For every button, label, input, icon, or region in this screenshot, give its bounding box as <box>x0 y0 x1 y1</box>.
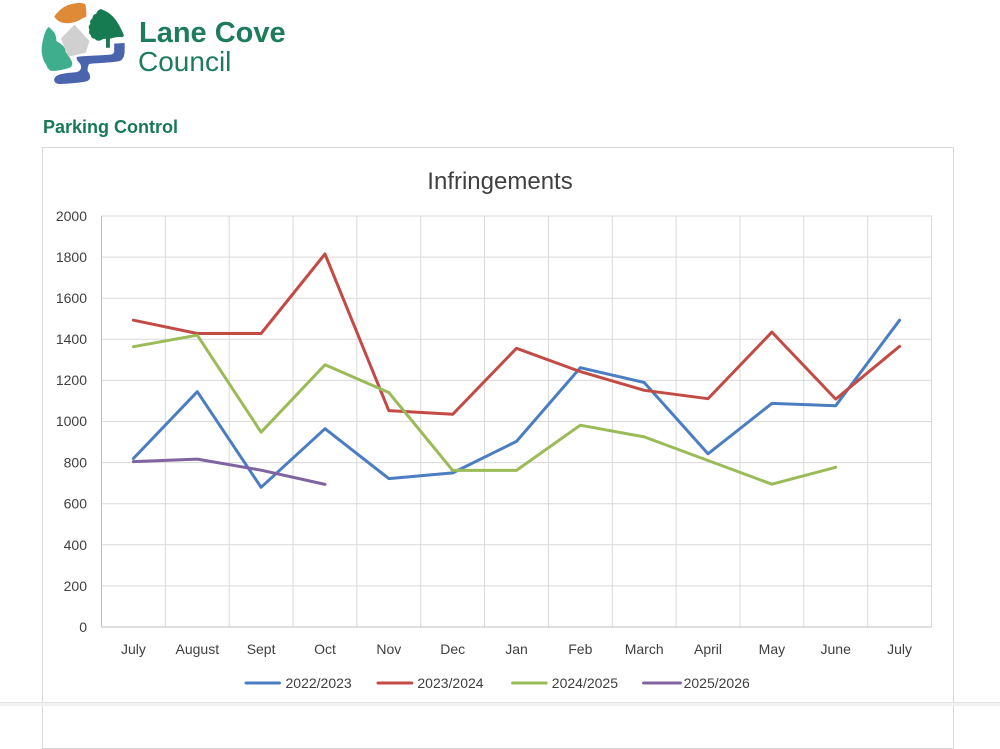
svg-text:April: April <box>694 641 722 657</box>
svg-text:2000: 2000 <box>56 208 87 224</box>
svg-text:July: July <box>121 641 146 657</box>
svg-text:Dec: Dec <box>440 641 465 657</box>
svg-text:1200: 1200 <box>56 372 87 388</box>
svg-text:0: 0 <box>79 619 87 635</box>
svg-text:Infringements: Infringements <box>427 168 572 195</box>
svg-text:Nov: Nov <box>376 641 401 657</box>
svg-text:August: August <box>176 641 220 657</box>
svg-text:1600: 1600 <box>56 290 87 306</box>
svg-text:2024/2025: 2024/2025 <box>552 675 618 691</box>
svg-text:800: 800 <box>64 455 88 471</box>
svg-text:2025/2026: 2025/2026 <box>684 675 750 691</box>
svg-text:Feb: Feb <box>568 641 592 657</box>
svg-text:Jan: Jan <box>505 641 528 657</box>
svg-text:Sept: Sept <box>247 641 276 657</box>
svg-text:Oct: Oct <box>314 641 336 657</box>
svg-text:1400: 1400 <box>56 331 87 347</box>
svg-text:June: June <box>821 641 852 657</box>
svg-text:May: May <box>759 641 785 657</box>
svg-text:1800: 1800 <box>56 249 87 265</box>
svg-text:2023/2024: 2023/2024 <box>417 675 483 691</box>
svg-text:200: 200 <box>64 578 88 594</box>
svg-text:March: March <box>625 641 664 657</box>
svg-text:400: 400 <box>64 537 88 553</box>
svg-text:1000: 1000 <box>56 413 87 429</box>
svg-text:2022/2023: 2022/2023 <box>286 675 352 691</box>
svg-text:600: 600 <box>64 496 88 512</box>
svg-text:July: July <box>887 641 912 657</box>
